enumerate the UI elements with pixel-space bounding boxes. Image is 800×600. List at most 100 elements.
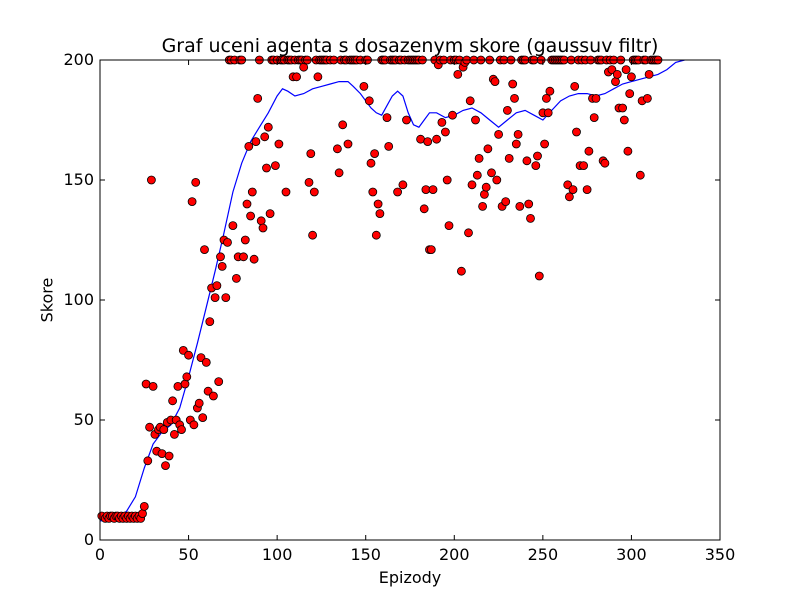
data-point — [228, 221, 238, 231]
data-point — [510, 94, 519, 103]
data-point — [627, 72, 636, 82]
data-point — [212, 281, 222, 291]
data-point — [589, 113, 599, 122]
data-point — [191, 177, 201, 187]
data-point — [382, 113, 392, 122]
data-point — [444, 221, 454, 231]
data-point — [240, 235, 250, 245]
data-point — [543, 108, 553, 118]
data-point — [448, 110, 457, 120]
data-point — [572, 127, 581, 137]
data-point — [494, 129, 504, 139]
data-point — [364, 96, 374, 106]
x-tick-label: 0 — [95, 545, 105, 564]
x-axis-label: Epizody — [378, 568, 442, 587]
x-tick-label: 300 — [616, 545, 647, 564]
data-point — [184, 350, 194, 360]
x-tick-label: 350 — [705, 545, 736, 564]
data-point — [619, 115, 629, 125]
data-point — [139, 501, 149, 511]
data-point — [607, 65, 617, 74]
data-point — [487, 168, 496, 178]
data-point — [161, 461, 170, 471]
data-point — [221, 293, 231, 303]
data-point — [253, 94, 263, 103]
data-point — [177, 425, 186, 435]
data-point — [600, 158, 610, 168]
data-point — [201, 357, 211, 367]
data-point — [453, 70, 463, 79]
data-point — [366, 158, 376, 168]
data-point — [258, 223, 268, 233]
data-point — [306, 149, 316, 159]
data-point — [508, 79, 518, 89]
data-point — [591, 94, 601, 103]
data-point — [313, 72, 323, 82]
data-point — [231, 273, 241, 283]
data-point — [246, 211, 256, 221]
data-point — [145, 422, 155, 432]
data-point — [502, 106, 512, 115]
data-point — [370, 149, 380, 159]
data-point — [426, 245, 436, 255]
data-point — [262, 163, 271, 173]
data-point — [205, 317, 215, 327]
data-point — [440, 127, 450, 137]
data-point — [437, 118, 447, 127]
series-line — [100, 60, 685, 522]
data-point — [373, 199, 383, 209]
y-tick-label: 0 — [84, 530, 94, 549]
data-point — [584, 146, 594, 156]
data-point — [146, 175, 156, 185]
data-point — [428, 185, 438, 195]
data-point — [216, 252, 225, 262]
point-layer — [97, 55, 663, 523]
data-point — [402, 115, 411, 125]
data-point — [565, 192, 574, 202]
data-point — [513, 129, 523, 139]
data-point — [501, 197, 511, 207]
data-point — [511, 139, 521, 149]
data-point — [531, 161, 541, 171]
y-tick-label: 200 — [63, 50, 94, 69]
data-point — [623, 146, 633, 156]
data-point — [198, 413, 208, 423]
data-point — [299, 62, 309, 72]
data-point — [343, 139, 353, 149]
y-tick-label: 100 — [63, 290, 94, 309]
data-point — [481, 182, 491, 192]
data-point — [244, 141, 254, 151]
x-tick-label: 50 — [178, 545, 198, 564]
data-point — [393, 187, 403, 197]
data-point — [625, 89, 635, 98]
data-point — [239, 252, 248, 262]
data-point — [217, 261, 227, 271]
data-point — [143, 456, 153, 466]
data-point — [208, 391, 218, 401]
data-point — [471, 115, 480, 125]
data-point — [304, 177, 314, 187]
data-point — [187, 197, 197, 207]
data-point — [398, 180, 408, 190]
data-point — [635, 170, 645, 180]
data-point — [611, 77, 620, 86]
data-point — [260, 132, 270, 142]
x-tick-label: 250 — [528, 545, 559, 564]
data-point — [263, 122, 273, 132]
data-point — [334, 168, 344, 178]
data-point — [308, 230, 318, 240]
data-point — [423, 137, 433, 147]
tick-layer: 0 50 100 150 200 250 300 350 0 50 100 150 200 — [63, 50, 735, 564]
data-point — [465, 96, 475, 106]
data-point — [618, 103, 627, 113]
data-point — [582, 185, 592, 195]
data-point — [223, 237, 232, 247]
data-point — [644, 70, 654, 79]
data-point — [265, 209, 275, 219]
chart-title: Graf uceni agenta s dosazenym skore (gau… — [161, 35, 659, 57]
y-tick-label: 150 — [63, 170, 94, 189]
data-point — [483, 144, 493, 154]
data-point — [474, 153, 484, 163]
data-point — [456, 266, 466, 276]
